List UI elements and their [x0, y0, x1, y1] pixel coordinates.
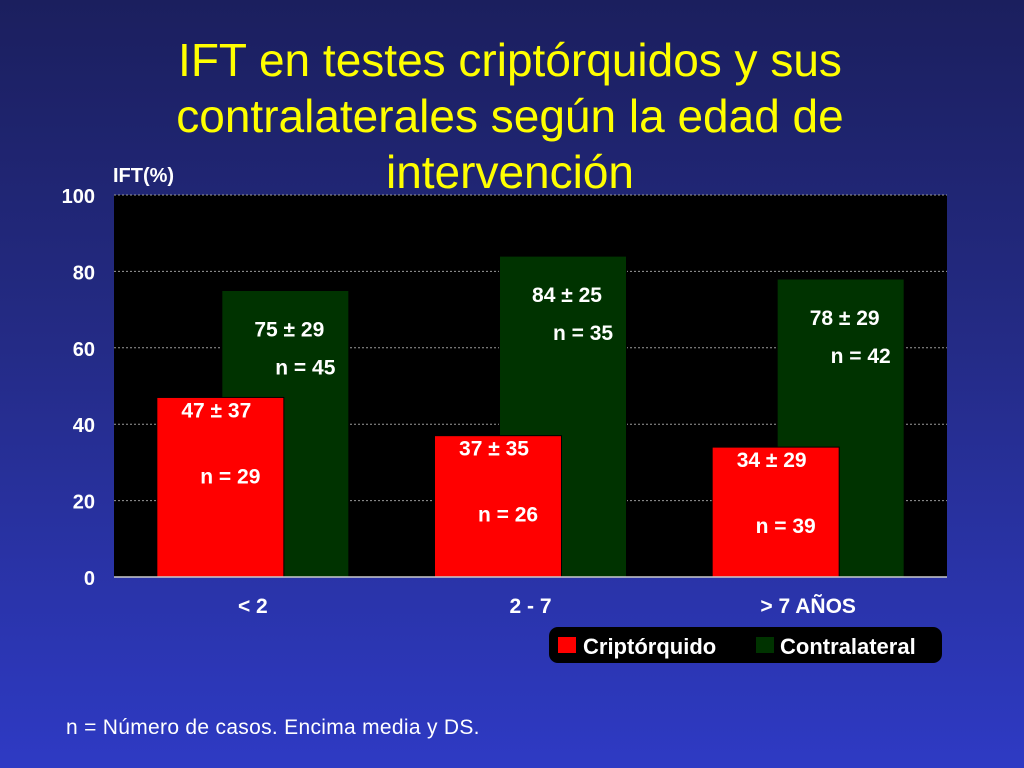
legend-label-contralateral: Contralateral — [780, 634, 916, 659]
data-labels: 47 ± 37 n = 29 75 ± 29 n = 45 37 ± 35 n = 26 8… — [181, 284, 890, 538]
data-label-mean: 34 ± 29 — [737, 449, 807, 472]
data-label-mean: 75 ± 29 — [254, 319, 324, 342]
footnote: n = Número de casos. Encima media y DS. — [66, 716, 480, 739]
x-tick-label: > 7 AÑOS — [760, 595, 856, 618]
data-label-mean: 37 ± 35 — [459, 438, 529, 461]
x-tick-label: 2 - 7 — [509, 595, 551, 618]
x-tick-label: < 2 — [238, 595, 268, 618]
y-tick-label: 0 — [84, 568, 95, 590]
data-label-n: n = 35 — [553, 322, 613, 345]
bar-criptorquido — [434, 435, 562, 578]
bar-criptorquido — [711, 446, 840, 578]
bar-chart: 0 20 40 60 80 100 < 2 2 - 7 > 7 AÑOS 47 ± 37 n =… — [62, 165, 947, 663]
bar-criptorquido — [156, 396, 285, 578]
data-label-n: n = 26 — [478, 504, 538, 527]
legend-label-criptorquido: Criptórquido — [583, 634, 716, 659]
data-label-mean: 78 ± 29 — [810, 307, 880, 330]
bars — [156, 255, 905, 578]
data-label-mean: 47 ± 37 — [181, 399, 251, 422]
y-tick-label: 80 — [73, 262, 95, 284]
data-label-n: n = 39 — [756, 515, 816, 538]
legend: Criptórquido Contralateral — [549, 627, 942, 663]
y-axis-ticks: 0 20 40 60 80 100 — [62, 186, 947, 590]
y-tick-label: 60 — [73, 339, 95, 361]
y-tick-label: 40 — [73, 415, 95, 437]
data-label-n: n = 42 — [831, 345, 891, 368]
legend-box — [549, 627, 942, 663]
y-tick-label: 20 — [73, 492, 95, 514]
legend-swatch-contralateral — [756, 637, 774, 653]
y-axis-label: IFT(%) — [113, 165, 174, 187]
data-label-n: n = 45 — [275, 357, 335, 380]
legend-swatch-criptorquido — [558, 637, 576, 653]
y-tick-label: 100 — [62, 186, 95, 208]
x-axis-ticks: < 2 2 - 7 > 7 AÑOS — [238, 595, 856, 618]
data-label-mean: 84 ± 25 — [532, 284, 602, 307]
chart-title: IFT en testes criptórquidos y sus contra… — [176, 34, 844, 198]
data-label-n: n = 29 — [200, 465, 260, 488]
